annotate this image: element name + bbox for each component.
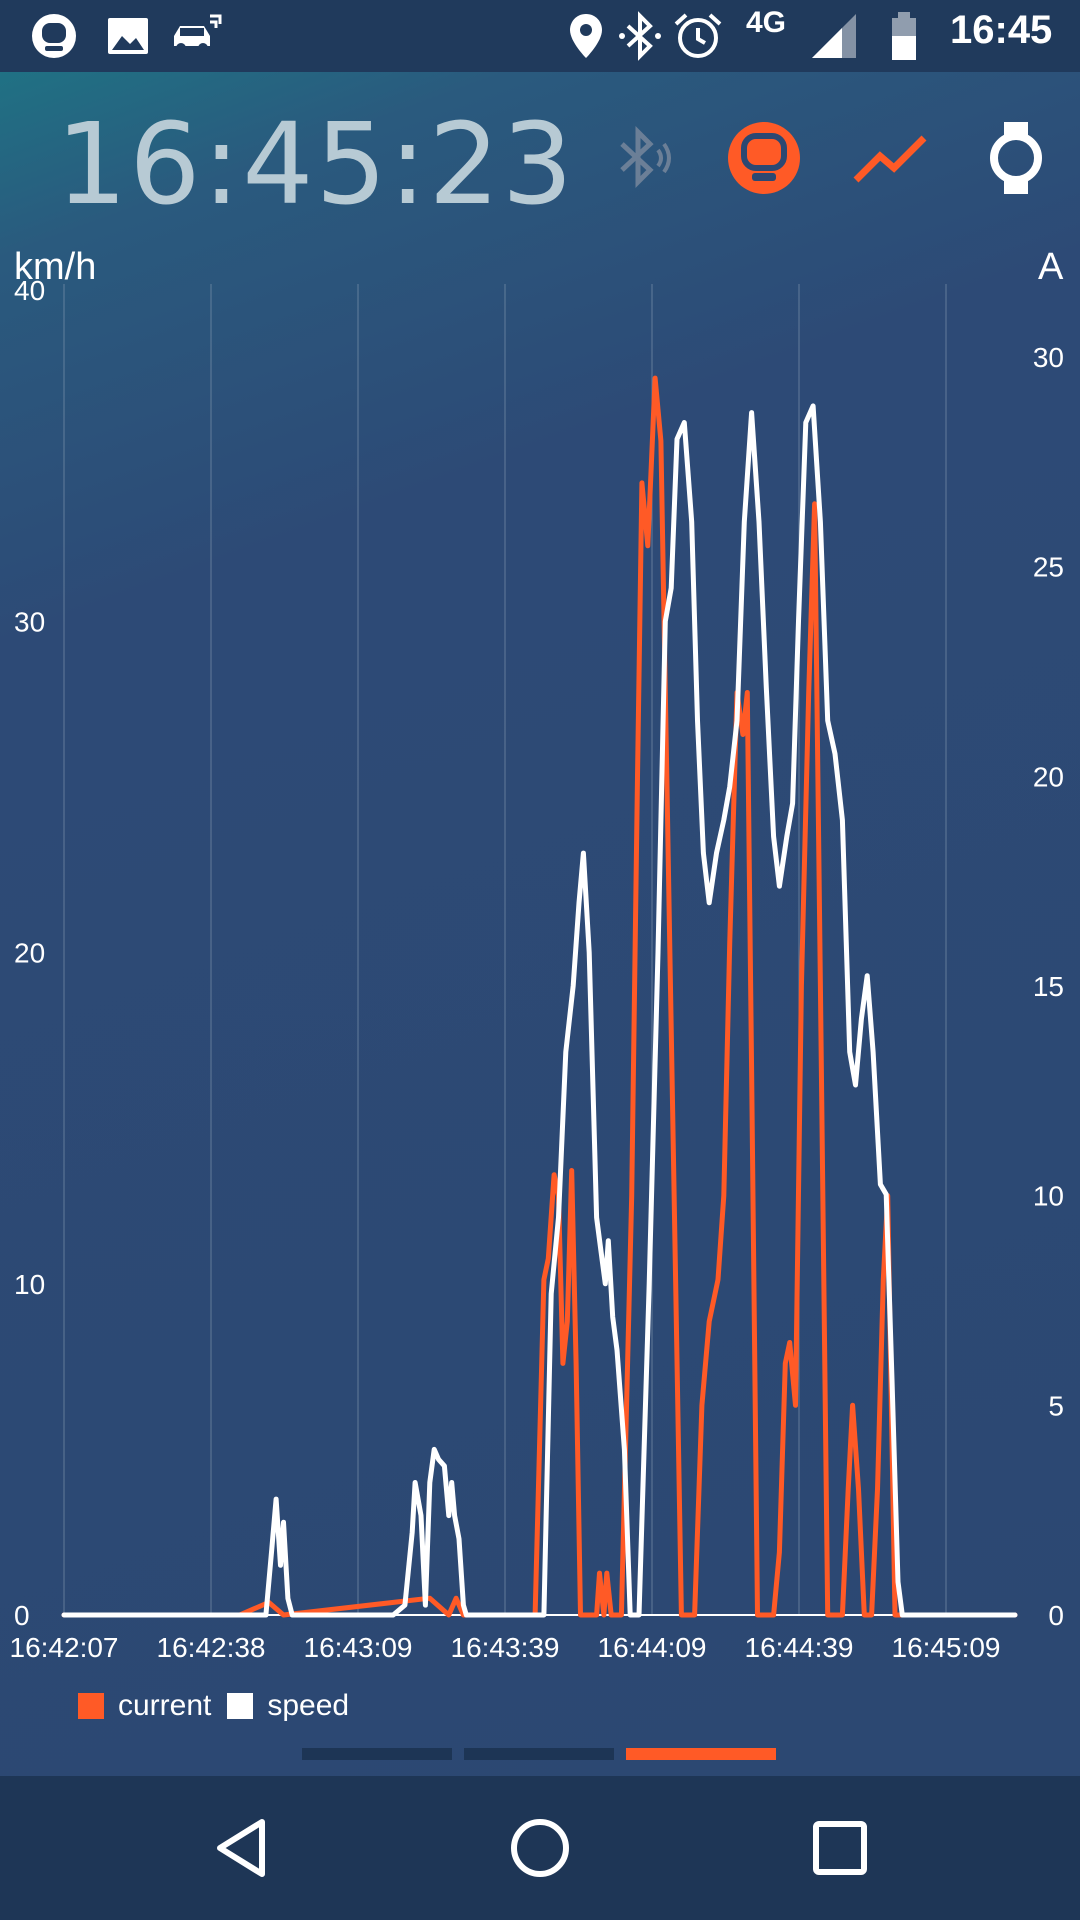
series-line-speed bbox=[61, 403, 1018, 1618]
legend-swatch-speed bbox=[227, 1693, 254, 1719]
x-tick-label: 16:44:09 bbox=[598, 1632, 707, 1660]
legend-label-speed: speed bbox=[267, 1689, 350, 1722]
series-line-current bbox=[61, 375, 1018, 1618]
bluetooth-connecting-icon[interactable] bbox=[600, 118, 680, 198]
right-tick-label: 15 bbox=[1033, 971, 1064, 1002]
recents-icon[interactable] bbox=[804, 1812, 876, 1884]
legend-label-current: current bbox=[118, 1689, 212, 1722]
x-tick-label: 16:42:07 bbox=[10, 1632, 119, 1660]
x-tick-label: 16:43:39 bbox=[451, 1632, 560, 1660]
left-tick-label: 30 bbox=[14, 606, 45, 637]
chart-legend: current speed bbox=[78, 1688, 365, 1724]
right-tick-label: 10 bbox=[1033, 1181, 1064, 1212]
navigation-bar bbox=[0, 1776, 1080, 1920]
location-pin-icon bbox=[570, 14, 602, 58]
x-tick-label: 16:43:09 bbox=[304, 1632, 413, 1660]
right-tick-label: 30 bbox=[1033, 342, 1064, 373]
left-tick-label: 40 bbox=[14, 275, 45, 306]
watch-icon[interactable] bbox=[976, 118, 1056, 198]
battery-icon bbox=[892, 12, 916, 60]
back-icon[interactable] bbox=[206, 1812, 278, 1884]
right-axis-label: A bbox=[1038, 246, 1064, 288]
bluetooth-icon bbox=[619, 11, 661, 61]
current-time-clock: 16:45:23 bbox=[56, 100, 576, 230]
right-tick-label: 5 bbox=[1048, 1390, 1064, 1421]
app-screen: 4G 16:45 16:45:23 km/h A 16:42:07 bbox=[0, 0, 1080, 1776]
speed-current-chart[interactable]: 16:42:07 16:42:38 16:43:09 16:43:39 16:44:09… bbox=[0, 270, 1080, 1660]
right-tick-label: 0 bbox=[1048, 1600, 1064, 1631]
image-icon bbox=[108, 18, 148, 54]
network-type: 4G bbox=[746, 6, 787, 39]
status-bar: 4G 16:45 bbox=[0, 0, 1080, 72]
left-tick-label: 20 bbox=[14, 938, 45, 969]
left-axis-label: km/h bbox=[14, 246, 97, 288]
left-tick-label: 10 bbox=[14, 1269, 45, 1300]
chart-line-icon[interactable] bbox=[850, 118, 930, 198]
right-tick-label: 25 bbox=[1033, 552, 1064, 583]
signal-icon bbox=[812, 14, 856, 58]
page-dot-2[interactable] bbox=[464, 1748, 614, 1760]
legend-item-current: current bbox=[78, 1689, 211, 1723]
status-time: 16:45 bbox=[950, 8, 1053, 52]
x-tick-label: 16:44:39 bbox=[745, 1632, 854, 1660]
right-tick-label: 20 bbox=[1033, 761, 1064, 792]
alarm-icon bbox=[674, 13, 722, 58]
home-icon[interactable] bbox=[504, 1812, 576, 1884]
x-tick-label: 16:42:38 bbox=[157, 1632, 266, 1660]
wheel-icon[interactable] bbox=[724, 118, 804, 198]
left-tick-label: 0 bbox=[14, 1600, 30, 1631]
page-dot-3-active[interactable] bbox=[626, 1748, 776, 1760]
legend-swatch-current bbox=[78, 1693, 104, 1719]
wheel-app-icon bbox=[32, 14, 76, 58]
car-notification-icon bbox=[174, 14, 222, 53]
legend-item-speed: speed bbox=[227, 1689, 349, 1723]
page-dot-1[interactable] bbox=[302, 1748, 452, 1760]
x-tick-label: 16:45:09 bbox=[892, 1632, 1001, 1660]
